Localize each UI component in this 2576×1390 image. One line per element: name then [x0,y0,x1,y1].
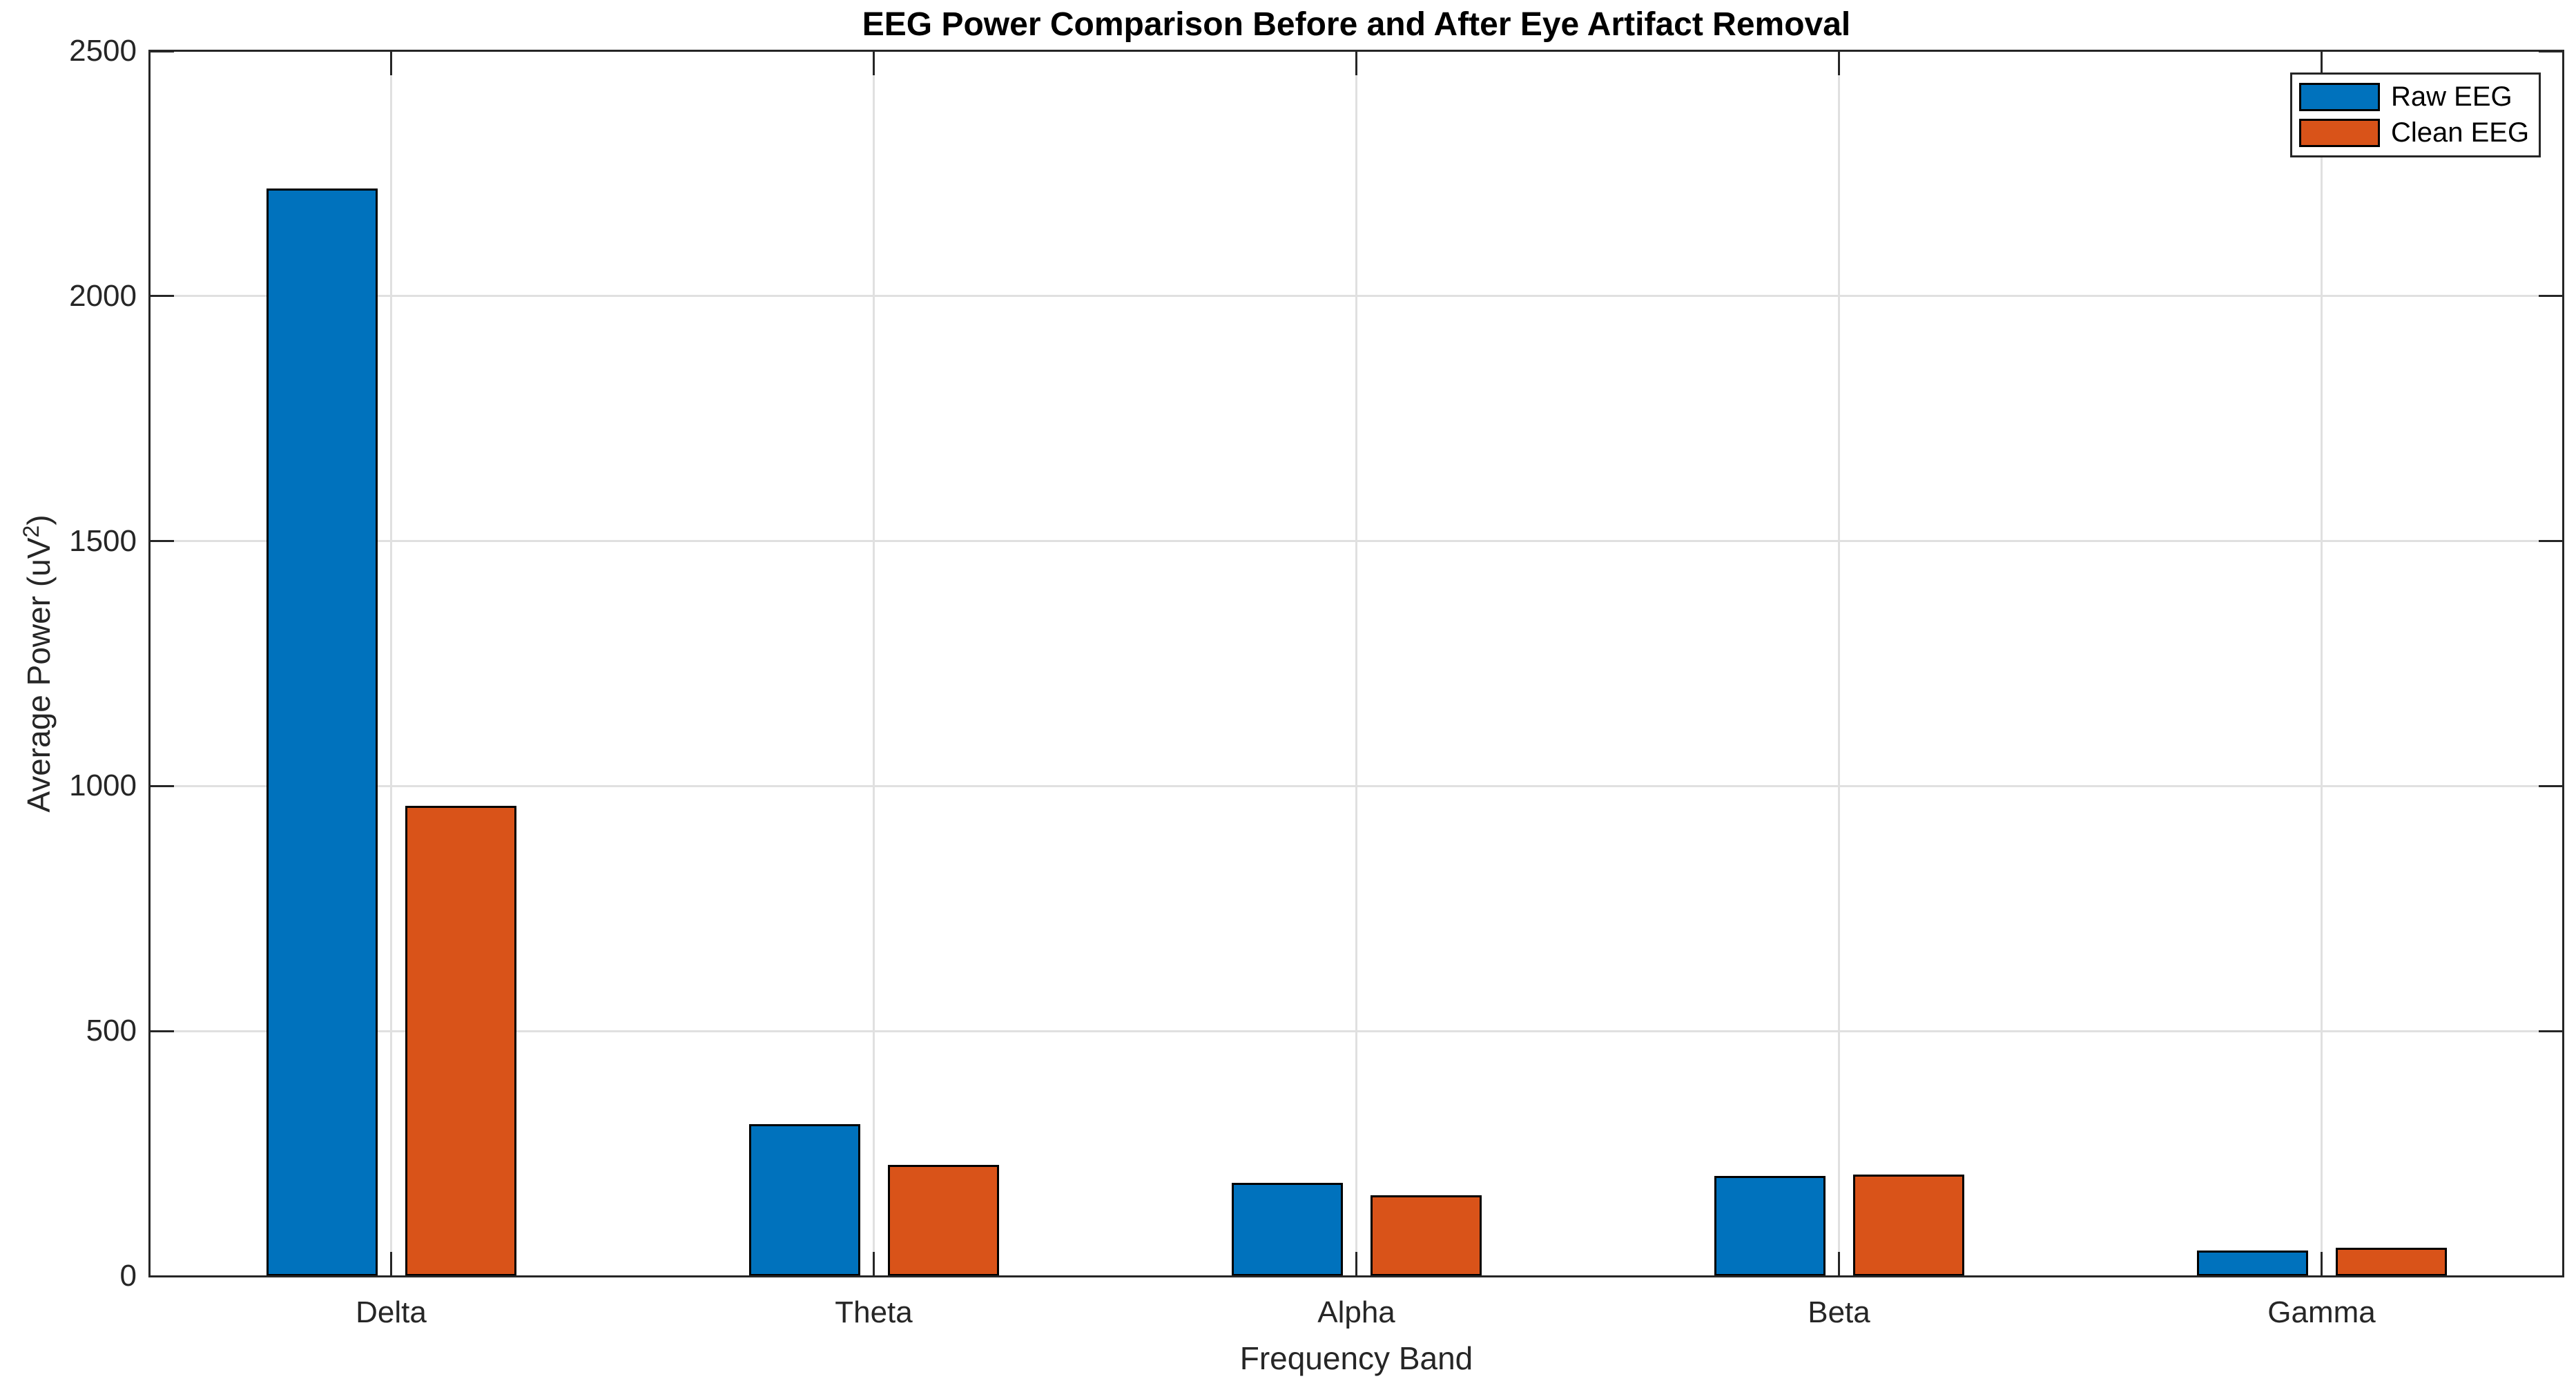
bar-raw-eeg-beta [1714,1176,1826,1276]
x-axis-label: Frequency Band [1239,1340,1473,1376]
x-tick-top-theta [873,51,875,75]
y-tick-left-1500 [150,540,174,543]
legend-label-clean-eeg: Clean EEG [2391,117,2530,148]
x-category-label-theta: Theta [835,1295,913,1329]
x-tick-top-gamma [2321,51,2323,75]
x-category-label-gamma: Gamma [2267,1295,2376,1329]
x-tick-bottom-theta [873,1252,875,1276]
bar-raw-eeg-delta [266,188,378,1276]
y-tick-label-500: 500 [86,1014,137,1048]
bar-clean-eeg-alpha [1370,1195,1482,1276]
bar-clean-eeg-delta [405,805,516,1276]
v-gridline-beta [1838,51,1840,1276]
bar-clean-eeg-gamma [2335,1247,2447,1276]
bar-clean-eeg-theta [887,1164,999,1276]
legend-item-raw-eeg: Raw EEG [2299,81,2539,112]
y-axis-label-text: Average Power (uV [21,537,57,813]
chart-title: EEG Power Comparison Before and After Ey… [862,6,1851,43]
x-category-label-delta: Delta [356,1295,427,1329]
legend-swatch-clean-eeg [2299,119,2380,148]
y-tick-left-500 [150,1030,174,1032]
y-tick-label-1500: 1500 [69,523,137,558]
x-tick-top-beta [1838,51,1840,75]
y-tick-right-2000 [2539,295,2563,298]
y-axis-label-suffix: ) [21,514,57,525]
y-tick-label-1000: 1000 [69,769,137,803]
v-gridline-alpha [1355,51,1357,1276]
legend-swatch-raw-eeg [2299,82,2380,111]
plot-area [148,50,2564,1277]
v-gridline-theta [873,51,875,1276]
y-tick-right-1000 [2539,784,2563,787]
legend: Raw EEG Clean EEG [2290,73,2541,157]
x-tick-bottom-beta [1838,1252,1840,1276]
y-axis-label: Average Power (uV2) [19,514,57,812]
v-gridline-gamma [2321,51,2323,1276]
y-tick-right-500 [2539,1030,2563,1032]
y-tick-label-0: 0 [119,1259,137,1293]
y-tick-label-2000: 2000 [69,278,137,313]
legend-label-raw-eeg: Raw EEG [2391,81,2512,112]
y-tick-left-1000 [150,784,174,787]
x-tick-bottom-gamma [2321,1252,2323,1276]
y-tick-left-2000 [150,295,174,298]
x-tick-top-alpha [1355,51,1357,75]
x-category-label-beta: Beta [1808,1295,1870,1329]
y-tick-right-1500 [2539,540,2563,543]
y-tick-left-2500 [150,50,174,52]
y-tick-label-2500: 2500 [69,34,137,68]
y-axis-label-superscript: 2 [18,525,43,538]
y-tick-right-2500 [2539,50,2563,52]
bar-clean-eeg-beta [1852,1175,1964,1276]
x-tick-bottom-alpha [1355,1252,1357,1276]
bar-raw-eeg-alpha [1231,1183,1343,1276]
legend-item-clean-eeg: Clean EEG [2299,117,2539,148]
x-tick-bottom-delta [390,1252,392,1276]
v-gridline-delta [390,51,392,1276]
x-category-label-alpha: Alpha [1317,1295,1395,1329]
x-tick-top-delta [390,51,392,75]
bar-raw-eeg-theta [748,1124,860,1276]
bar-raw-eeg-gamma [2196,1251,2308,1276]
